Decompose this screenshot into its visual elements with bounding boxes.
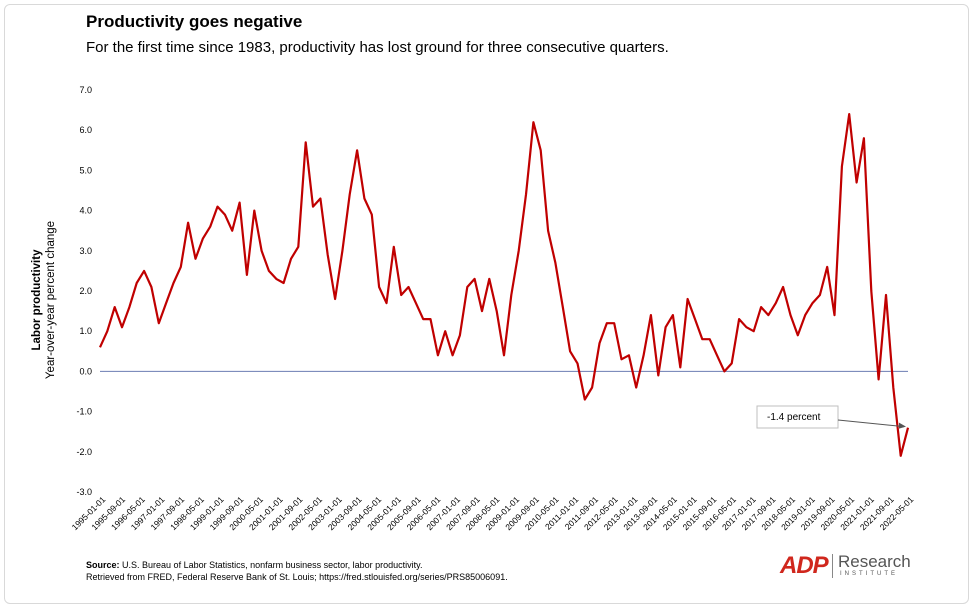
chart-frame (4, 4, 969, 604)
y-tick-label: 4.0 (79, 206, 92, 216)
logo-separator (832, 554, 833, 578)
logo-subword: INSTITUTE (840, 571, 898, 577)
y-tick-label: -1.0 (76, 407, 92, 417)
annotation: -1.4 percent (756, 405, 906, 429)
source-label: Source: (86, 560, 120, 570)
chart-title: Productivity goes negative (86, 12, 303, 31)
y-axis-label: Labor productivity Year-over-year percen… (31, 221, 57, 379)
y-axis-label-line1: Labor productivity (31, 249, 43, 351)
y-tick-label: 5.0 (79, 165, 92, 175)
chart-subtitle: For the first time since 1983, productiv… (86, 39, 669, 56)
adp-research-logo: ADP Research INSTITUTE (780, 551, 920, 581)
y-tick-label: 3.0 (79, 246, 92, 256)
x-axis-ticks: 1995-01-011995-09-011996-05-011997-01-01… (70, 494, 916, 532)
annotation-arrow (837, 419, 905, 428)
line-chart: 7.0 6.0 5.0 4.0 3.0 2.0 1.0 0.0 -1.0 -2.0 -3.0 199… (31, 85, 916, 532)
annotation-arrowhead (899, 422, 906, 429)
y-tick-label: 1.0 (79, 326, 92, 336)
annotation-label: -1.4 percent (767, 412, 821, 423)
y-axis-ticks: 7.0 6.0 5.0 4.0 3.0 2.0 1.0 0.0 -1.0 -2.0 -3.0 (76, 85, 92, 497)
annotation-box (756, 405, 839, 429)
y-tick-label: 2.0 (79, 286, 92, 296)
source-line2: Retrieved from FRED, Federal Reserve Ban… (86, 572, 508, 582)
logo-mark: ADP (780, 552, 829, 579)
y-tick-label: -2.0 (76, 447, 92, 457)
source-note: Source: U.S. Bureau of Labor Statistics,… (86, 559, 508, 583)
series-line-labor-productivity (98, 112, 910, 457)
y-tick-label: 7.0 (79, 85, 92, 95)
logo-word: Research (838, 552, 911, 571)
y-tick-label: 6.0 (79, 125, 92, 135)
source-line1: U.S. Bureau of Labor Statistics, nonfarm… (122, 560, 423, 570)
y-axis-label-line2: Year-over-year percent change (45, 221, 57, 379)
y-tick-label: -3.0 (76, 487, 92, 497)
y-tick-label: 0.0 (79, 366, 92, 376)
